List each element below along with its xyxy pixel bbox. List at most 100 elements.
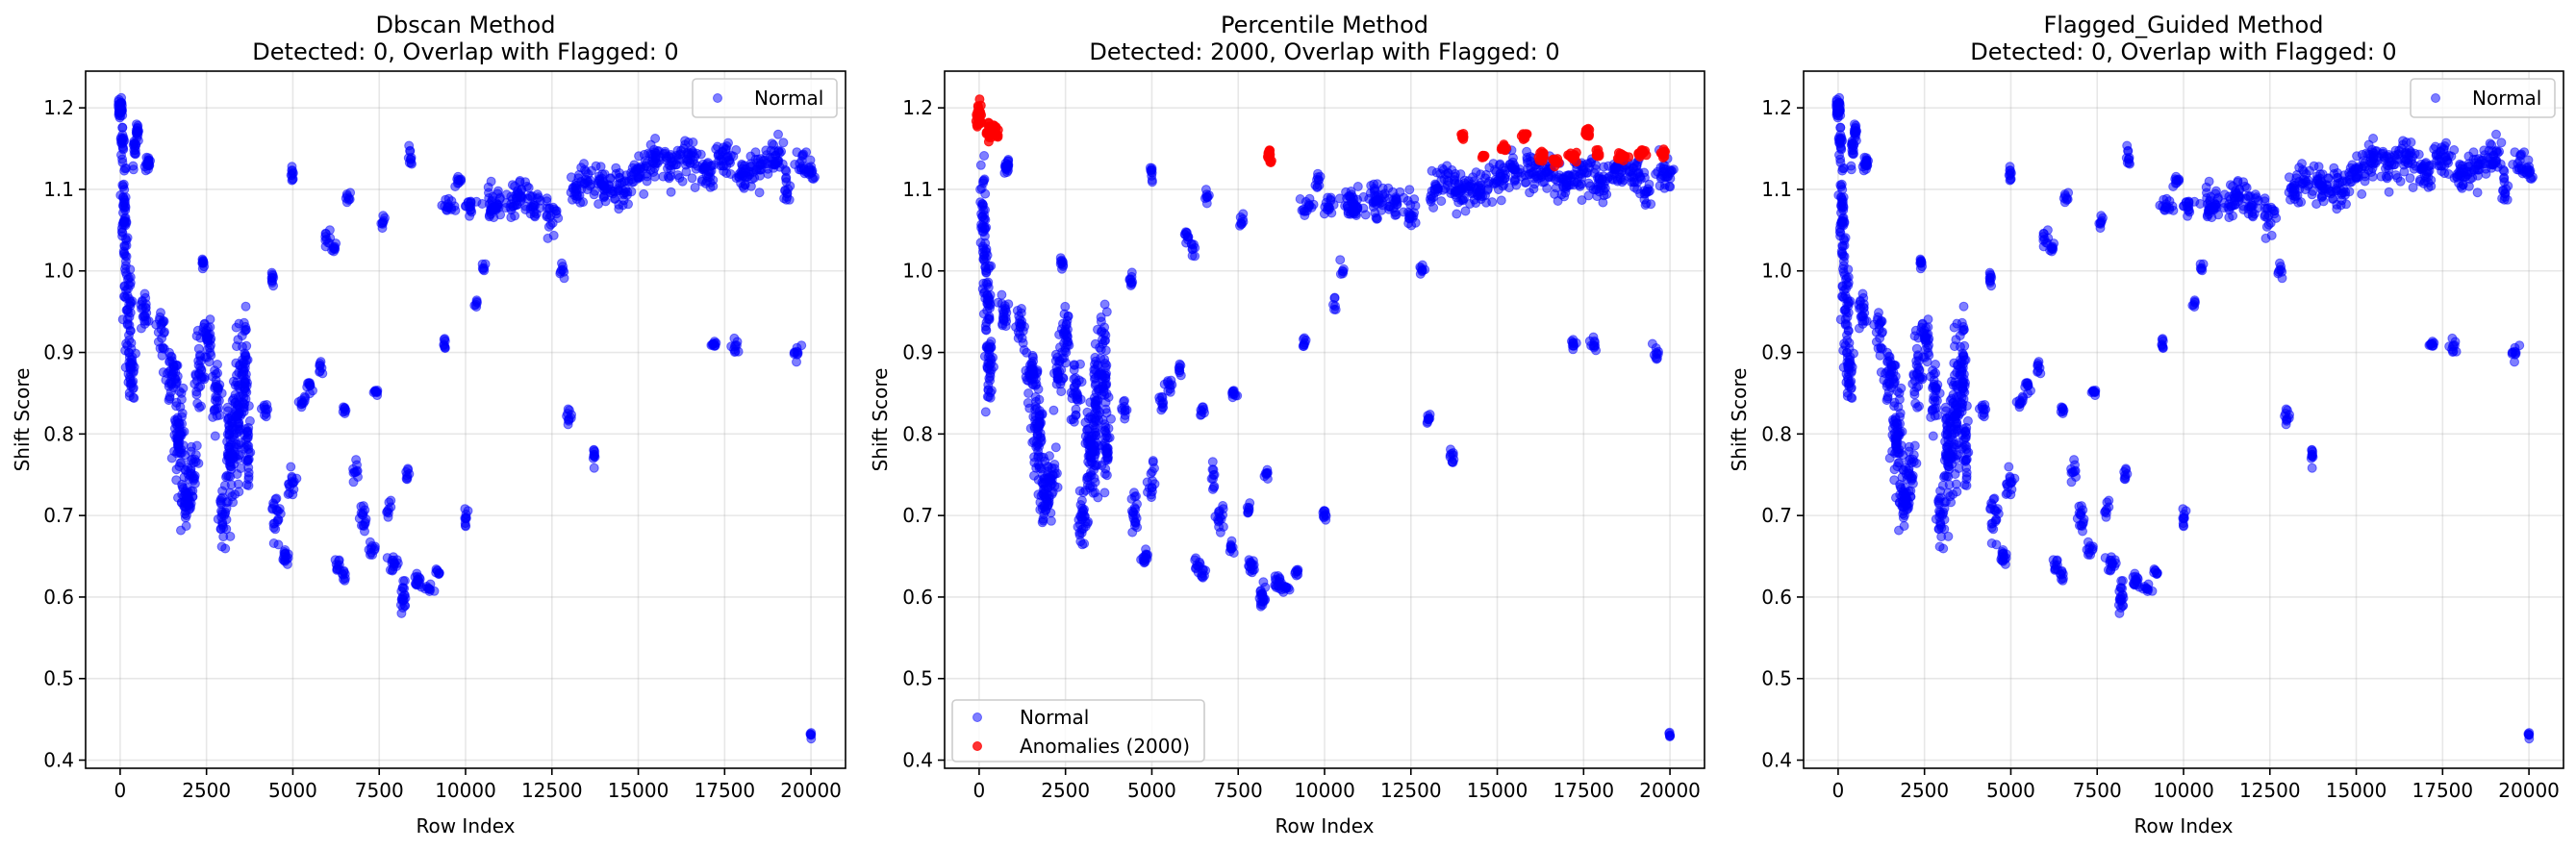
normal-point <box>233 479 243 489</box>
anomaly-point <box>972 117 983 128</box>
normal-point <box>1017 333 1027 343</box>
normal-point <box>1993 509 2004 519</box>
normal-point <box>1046 477 1056 487</box>
normal-point <box>221 503 232 513</box>
normal-point <box>1100 404 1111 414</box>
x-tick-label: 5000 <box>268 779 317 802</box>
normal-point <box>982 289 993 300</box>
normal-point <box>275 509 286 519</box>
normal-point <box>125 301 136 312</box>
normal-point <box>114 96 124 107</box>
normal-point <box>1405 200 1416 210</box>
normal-point <box>138 295 147 306</box>
normal-point <box>1837 163 1848 174</box>
normal-point <box>1915 263 1926 274</box>
normal-point <box>614 199 624 210</box>
normal-point <box>804 164 815 175</box>
normal-point <box>1245 557 1255 567</box>
normal-point <box>343 195 354 205</box>
normal-point <box>666 164 676 175</box>
normal-point <box>2058 409 2068 418</box>
normal-point <box>372 390 383 401</box>
normal-point <box>639 188 649 199</box>
normal-point <box>132 133 142 143</box>
normal-point <box>1213 514 1224 525</box>
normal-point <box>191 440 202 451</box>
normal-point <box>1846 164 1856 175</box>
normal-point <box>1208 464 1219 475</box>
normal-point <box>984 261 995 271</box>
normal-point <box>633 173 644 184</box>
normal-point <box>1312 182 1323 192</box>
legend-marker-normal <box>713 93 722 103</box>
normal-point <box>1404 185 1415 195</box>
normal-point <box>2015 397 2026 408</box>
normal-point <box>210 431 220 441</box>
normal-point <box>982 298 993 309</box>
normal-point <box>206 350 216 361</box>
anomaly-point <box>991 130 1000 140</box>
normal-point <box>404 140 415 151</box>
x-tick-label: 17500 <box>695 779 756 802</box>
normal-point <box>288 165 297 176</box>
normal-point <box>2048 244 2058 255</box>
normal-point <box>725 169 736 179</box>
normal-point <box>1295 194 1305 204</box>
normal-point <box>171 419 182 430</box>
normal-point <box>623 199 633 210</box>
x-tick-label: 20000 <box>780 779 842 802</box>
normal-point <box>1083 457 1094 467</box>
normal-point <box>1835 122 1846 133</box>
normal-point <box>240 378 250 388</box>
normal-point <box>1476 188 1486 199</box>
normal-point <box>195 381 206 391</box>
normal-point <box>1343 209 1353 219</box>
y-tick-label: 1.2 <box>43 96 74 119</box>
normal-point <box>117 122 128 133</box>
normal-point <box>619 188 628 198</box>
normal-point <box>501 189 512 200</box>
normal-point <box>1046 515 1056 526</box>
normal-point <box>1665 167 1676 178</box>
normal-point <box>745 151 756 162</box>
normal-point <box>242 455 253 465</box>
normal-point <box>127 377 138 388</box>
anomaly-point <box>1637 147 1647 158</box>
normal-point <box>1448 448 1458 458</box>
normal-point <box>650 134 661 143</box>
normal-point <box>1836 192 1846 202</box>
normal-point <box>1511 180 1522 190</box>
normal-point <box>557 258 567 268</box>
normal-point <box>796 156 807 166</box>
normal-point <box>1889 360 1900 370</box>
normal-point <box>1882 347 1892 358</box>
normal-point <box>1911 343 1922 354</box>
normal-point <box>2142 587 2153 596</box>
normal-point <box>1197 571 1207 582</box>
normal-point <box>721 161 732 171</box>
anomaly-point <box>1548 154 1558 164</box>
normal-point <box>1352 182 1363 191</box>
normal-point <box>975 184 986 194</box>
y-tick-label: 1.0 <box>902 260 933 283</box>
normal-point <box>987 386 997 396</box>
normal-point <box>1961 401 1972 412</box>
normal-point <box>1099 299 1110 310</box>
normal-point <box>1308 199 1319 210</box>
normal-point <box>1962 415 1973 426</box>
normal-point <box>118 143 128 154</box>
x-tick-label: 7500 <box>1214 779 1263 802</box>
y-axis-label: Shift Score <box>869 368 892 472</box>
normal-point <box>1120 395 1129 406</box>
normal-point <box>1047 462 1057 473</box>
normal-point <box>1447 457 1457 467</box>
normal-point <box>424 587 435 596</box>
normal-point <box>1577 173 1587 183</box>
normal-point <box>234 417 244 428</box>
normal-point <box>639 149 649 160</box>
normal-point <box>1617 177 1628 188</box>
normal-point <box>431 564 442 574</box>
normal-point <box>1369 187 1379 196</box>
normal-point <box>387 565 397 576</box>
